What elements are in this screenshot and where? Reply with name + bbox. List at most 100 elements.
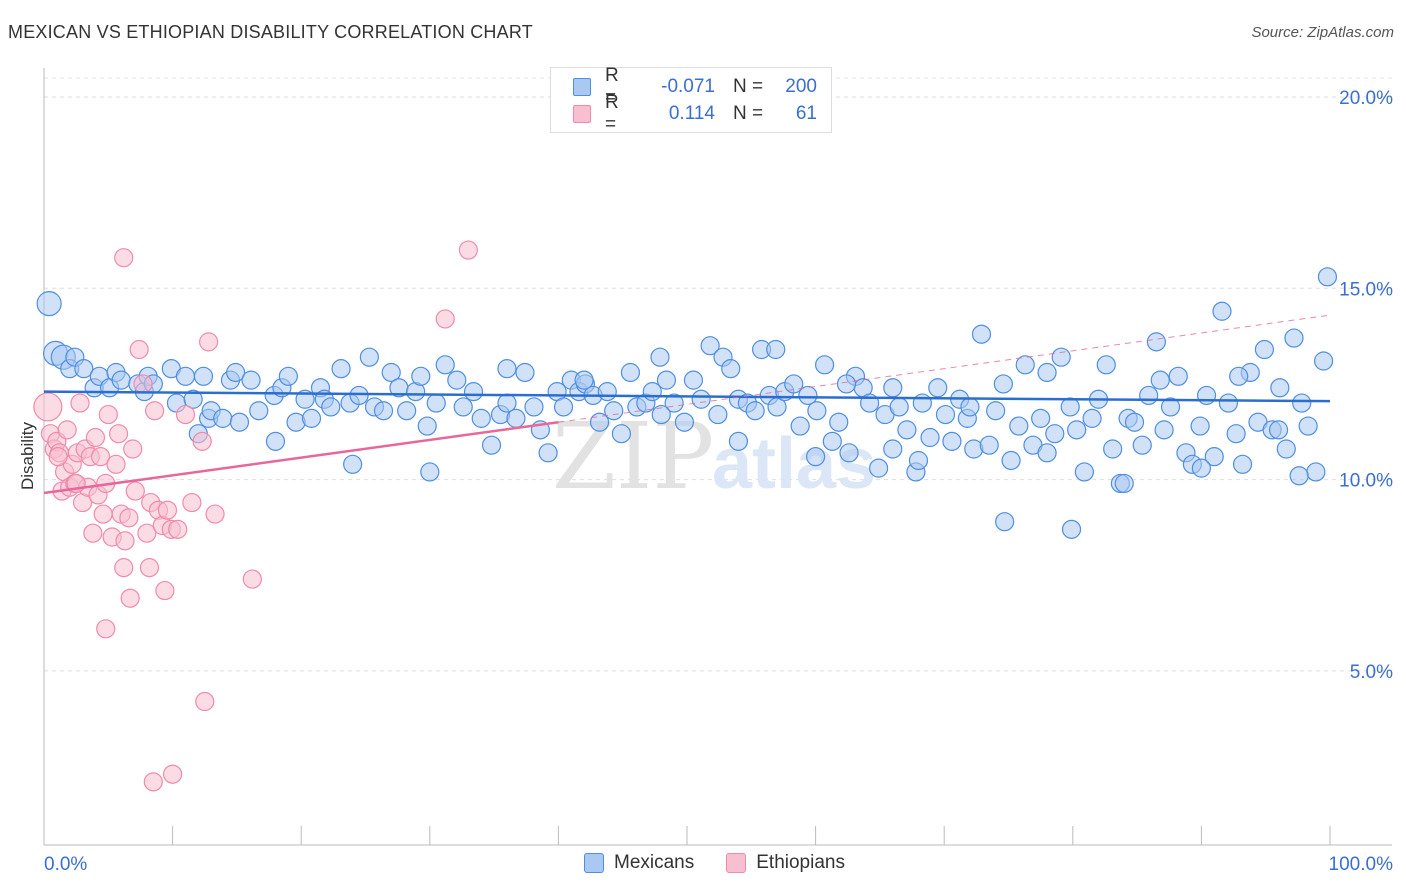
- mexican-point: [1313, 351, 1334, 371]
- mexican-point: [411, 366, 431, 386]
- ethiopian-point: [137, 523, 157, 543]
- ethiopian-point: [33, 392, 63, 422]
- mexican-point: [453, 397, 473, 417]
- mexican-point: [349, 385, 369, 406]
- mexican-point: [226, 362, 246, 383]
- mexican-point: [1139, 385, 1159, 406]
- mexican-point: [883, 439, 903, 459]
- mexican-point: [193, 366, 214, 386]
- y-tick-label: 15.0%: [1339, 279, 1393, 300]
- mexican-point: [1196, 385, 1217, 406]
- ethiopian-point: [143, 772, 163, 792]
- ethiopian-point: [48, 447, 68, 467]
- mexican-point: [597, 382, 617, 402]
- mexican-point: [343, 454, 363, 474]
- mexican-point: [836, 374, 857, 394]
- ethiopian-point: [435, 309, 455, 329]
- mexican-point: [447, 370, 467, 390]
- mexican-point: [1276, 439, 1296, 459]
- mexican-point: [745, 401, 765, 421]
- ethiopian-point: [83, 523, 103, 543]
- mexican-point: [538, 443, 558, 463]
- ethiopian-point: [144, 401, 165, 421]
- mexican-point: [1289, 466, 1309, 486]
- x-tick-labels: 0.0% 100.0%: [44, 854, 1393, 875]
- mexican-point: [979, 435, 999, 455]
- ethiopian-point: [175, 404, 196, 425]
- legend-swatch-ethiopians: [573, 105, 591, 123]
- mexican-point: [1060, 397, 1080, 417]
- ethiopian-point: [163, 764, 183, 784]
- source-label: Source: ZipAtlas.com: [1251, 24, 1394, 41]
- ethiopian-point: [195, 691, 215, 712]
- series-ethiopians: [33, 240, 478, 792]
- legend-n-label: N =: [733, 76, 764, 97]
- mexican-point: [175, 366, 196, 386]
- mexican-point: [664, 393, 684, 413]
- mexican-point: [426, 393, 446, 413]
- mexican-point: [1292, 393, 1312, 413]
- mexican-point: [1254, 339, 1275, 360]
- mexican-point: [331, 359, 351, 379]
- mexican-point: [574, 370, 594, 390]
- legend-swatch-mexicans: [573, 78, 591, 96]
- mexican-point: [920, 427, 940, 448]
- mexican-point: [1015, 355, 1035, 375]
- mexican-point: [1191, 458, 1212, 478]
- mexican-point: [1232, 454, 1253, 474]
- mexican-point: [790, 416, 810, 436]
- legend-r-label: R =: [605, 65, 619, 108]
- mexican-point: [589, 412, 610, 432]
- ethiopians-trend-extension: [558, 314, 1331, 423]
- ethiopian-point: [125, 481, 145, 501]
- mexican-point: [471, 408, 491, 428]
- mexican-point: [1001, 450, 1021, 471]
- bottom-legend-swatch-ethiopians: [726, 853, 747, 873]
- x-tick-label: 0.0%: [44, 854, 87, 875]
- mexican-point: [1009, 416, 1029, 436]
- mexican-point: [1268, 420, 1289, 440]
- mexican-point: [481, 435, 502, 455]
- mexican-point: [1212, 301, 1232, 321]
- mexican-point: [805, 447, 826, 467]
- mexican-point: [1284, 328, 1304, 348]
- legend-row-ethiopians: R = 0.114 N = 61: [573, 92, 817, 135]
- mexican-point: [417, 416, 437, 436]
- mexican-point: [798, 385, 818, 406]
- mexican-point: [435, 355, 455, 375]
- mexican-point: [515, 362, 535, 383]
- mexican-point: [1132, 435, 1152, 455]
- watermark: ZIP atlas: [552, 403, 876, 510]
- ethiopian-point: [199, 332, 219, 352]
- mexican-point: [674, 412, 695, 432]
- mexican-point: [265, 431, 286, 451]
- mexican-point: [420, 462, 440, 482]
- mexican-point: [912, 393, 932, 413]
- ethiopian-point: [192, 431, 212, 451]
- mexican-point: [1103, 439, 1123, 459]
- mexican-point: [183, 389, 203, 409]
- ethiopian-point: [70, 393, 90, 413]
- legend: R = -0.071 N = 200 R = 0.114 N = 61: [550, 65, 832, 135]
- mexican-point: [1096, 355, 1116, 375]
- mexican-point: [321, 397, 341, 417]
- mexican-point: [807, 401, 827, 421]
- mexican-point: [1154, 420, 1174, 440]
- mexican-point: [1037, 443, 1057, 463]
- ethiopian-point: [106, 454, 126, 474]
- mexican-point: [1190, 416, 1210, 436]
- mexican-point: [1229, 366, 1249, 386]
- mexican-point: [1270, 378, 1290, 398]
- ethiopian-point: [115, 531, 135, 551]
- legend-n-label: N =: [733, 103, 764, 124]
- legend-row-mexicans: R = -0.071 N = 200: [573, 65, 817, 108]
- mexican-point: [397, 401, 417, 421]
- mexican-point: [1168, 366, 1188, 386]
- mexican-point: [839, 443, 859, 463]
- mexican-point: [611, 424, 632, 444]
- bottom-legend-mexicans: Mexicans: [584, 852, 694, 874]
- y-tick-labels: 5.0% 10.0% 15.0% 20.0%: [1339, 88, 1393, 683]
- bottom-legend-label-mexicans: Mexicans: [614, 852, 695, 873]
- mexican-point: [1160, 397, 1181, 417]
- ethiopian-point: [57, 420, 77, 440]
